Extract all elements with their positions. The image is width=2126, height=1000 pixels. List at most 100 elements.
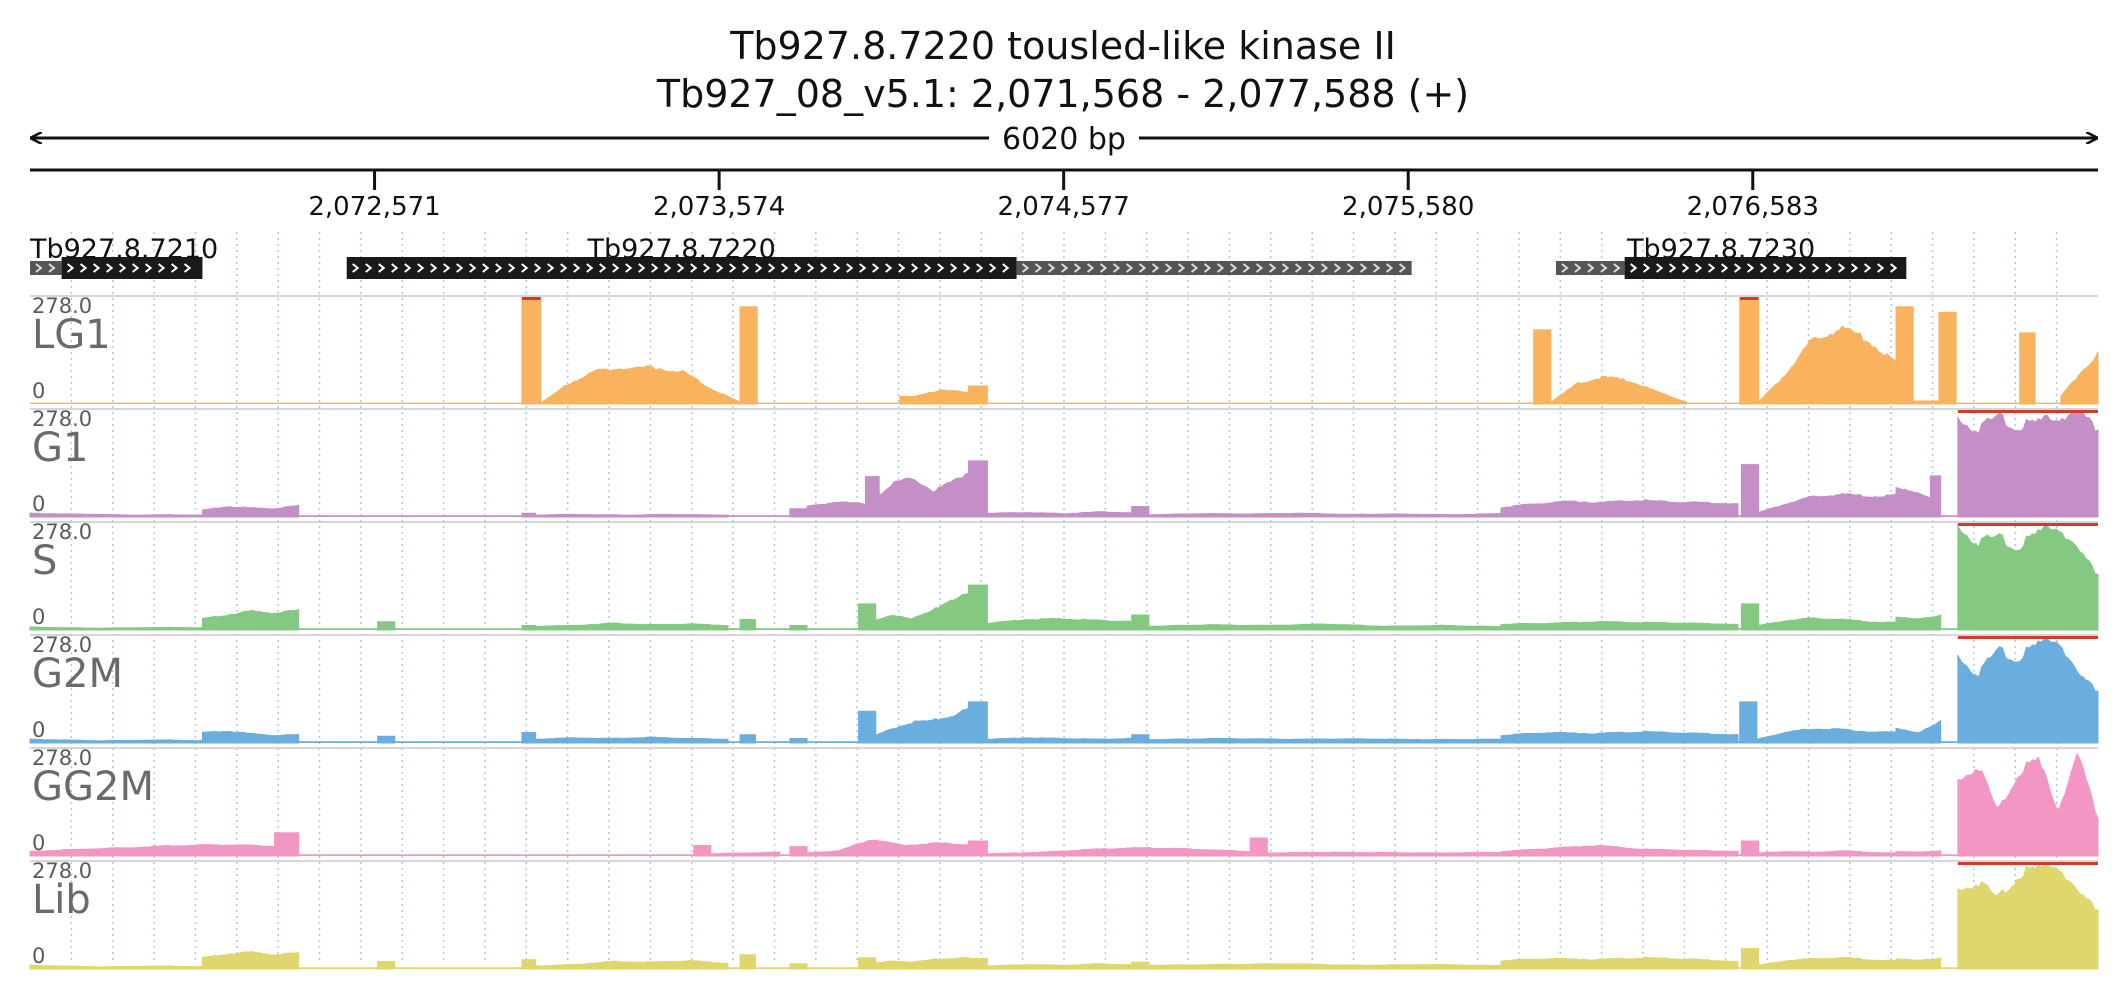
track-name: Lib — [32, 877, 91, 923]
coverage-area — [864, 476, 880, 518]
utr-chevrons — [1021, 263, 1407, 273]
coverage-area — [916, 389, 970, 405]
strand-chevron — [1372, 263, 1381, 273]
strand-chevron — [937, 263, 945, 273]
strand-chevron — [469, 263, 477, 273]
strand-chevron — [1125, 263, 1134, 273]
coverage-area — [739, 954, 757, 970]
coverage-area — [1500, 730, 1739, 744]
coverage-area — [986, 963, 1141, 970]
strand-chevron — [1773, 263, 1781, 273]
strand-chevron — [586, 263, 594, 273]
track-s: 278.0S 0 — [29, 520, 2099, 631]
coverage-area — [1740, 840, 1760, 857]
gene-chevrons — [66, 263, 192, 273]
strand-chevron — [79, 263, 88, 273]
strand-chevron — [963, 263, 971, 273]
chart-title: Tb927.8.7220 tousled-like kinase II — [730, 24, 1396, 68]
coverage-area — [1740, 947, 1760, 970]
strand-chevron — [1656, 263, 1664, 273]
coverage-area — [1148, 623, 1502, 631]
utr-chevrons — [1561, 263, 1621, 273]
strand-chevron — [1086, 263, 1095, 273]
coverage-area — [2019, 332, 2036, 405]
coverage-area — [1895, 486, 1931, 518]
coverage-area — [858, 603, 877, 631]
strand-chevron — [1721, 263, 1729, 273]
coverage-area — [875, 592, 970, 631]
strand-chevron — [1812, 263, 1820, 273]
strand-chevron — [1877, 263, 1885, 273]
coverage-area — [1758, 617, 1897, 631]
strand-chevron — [1112, 263, 1121, 273]
strand-chevron — [105, 263, 114, 273]
clip-marker — [1957, 636, 2098, 639]
strand-chevron — [1630, 263, 1638, 273]
track-baseline — [30, 402, 2098, 404]
strand-chevron — [638, 263, 646, 273]
strand-chevron — [794, 263, 802, 273]
coverage-area — [201, 504, 300, 518]
coverage-area — [1895, 957, 1942, 970]
strand-chevron — [157, 263, 166, 273]
strand-chevron — [1851, 263, 1859, 273]
coverage-area — [806, 839, 970, 857]
strand-chevron — [976, 263, 984, 273]
tick-label: 2,072,571 — [308, 192, 440, 222]
span-label-bg — [989, 120, 1139, 156]
utr-chevrons — [35, 263, 56, 273]
coverage-area — [1148, 512, 1502, 518]
coverage-area — [1929, 475, 1942, 518]
coverage-area — [875, 707, 970, 744]
coverage-area — [1957, 638, 2099, 744]
strand-chevron — [508, 263, 516, 273]
strand-chevron — [729, 263, 737, 273]
coverage-area — [710, 851, 781, 857]
coverage-area — [521, 299, 542, 405]
coverage-area — [1895, 306, 1914, 405]
strand-chevron — [1164, 263, 1173, 273]
coverage-area — [968, 385, 988, 405]
tick-label: 2,073,574 — [653, 192, 785, 222]
strand-chevron — [1600, 263, 1608, 273]
strand-chevron — [872, 263, 880, 273]
coverage-area — [1756, 728, 1897, 744]
coverage-area — [1740, 464, 1760, 518]
strand-chevron — [846, 263, 854, 273]
coverage-area — [1957, 412, 2099, 518]
coverage-area — [1500, 844, 1739, 857]
strand-chevron — [118, 263, 127, 273]
strand-chevron — [1268, 263, 1277, 273]
coverage-area — [535, 736, 729, 744]
coverage-area — [1533, 329, 1552, 405]
track-max-label: 278.0 — [32, 633, 92, 657]
coverage-area — [875, 956, 970, 970]
coverage-area — [1895, 614, 1942, 631]
coverage-area — [29, 738, 203, 744]
coverage-area — [535, 622, 729, 631]
strand-chevron — [1695, 263, 1703, 273]
coverage-area — [789, 738, 808, 744]
coverage-area — [521, 959, 537, 970]
strand-chevron — [716, 263, 724, 273]
coverage-area — [1740, 603, 1760, 631]
strand-chevron — [1002, 263, 1010, 273]
coverage-area — [1148, 737, 1502, 744]
span-label: 6020 bp — [1002, 122, 1126, 157]
strand-chevron — [183, 263, 192, 273]
strand-chevron — [1825, 263, 1833, 273]
coverage-area — [521, 625, 537, 631]
strand-chevron — [1734, 263, 1742, 273]
coverage-area — [521, 732, 537, 744]
strand-chevron — [768, 263, 776, 273]
coverage-area — [789, 508, 808, 518]
coverage-area — [878, 472, 970, 518]
strand-chevron — [664, 263, 672, 273]
strand-chevron — [1838, 263, 1846, 273]
strand-chevron — [456, 263, 464, 273]
strand-chevron — [1177, 263, 1186, 273]
coverage-area — [1895, 719, 1942, 744]
